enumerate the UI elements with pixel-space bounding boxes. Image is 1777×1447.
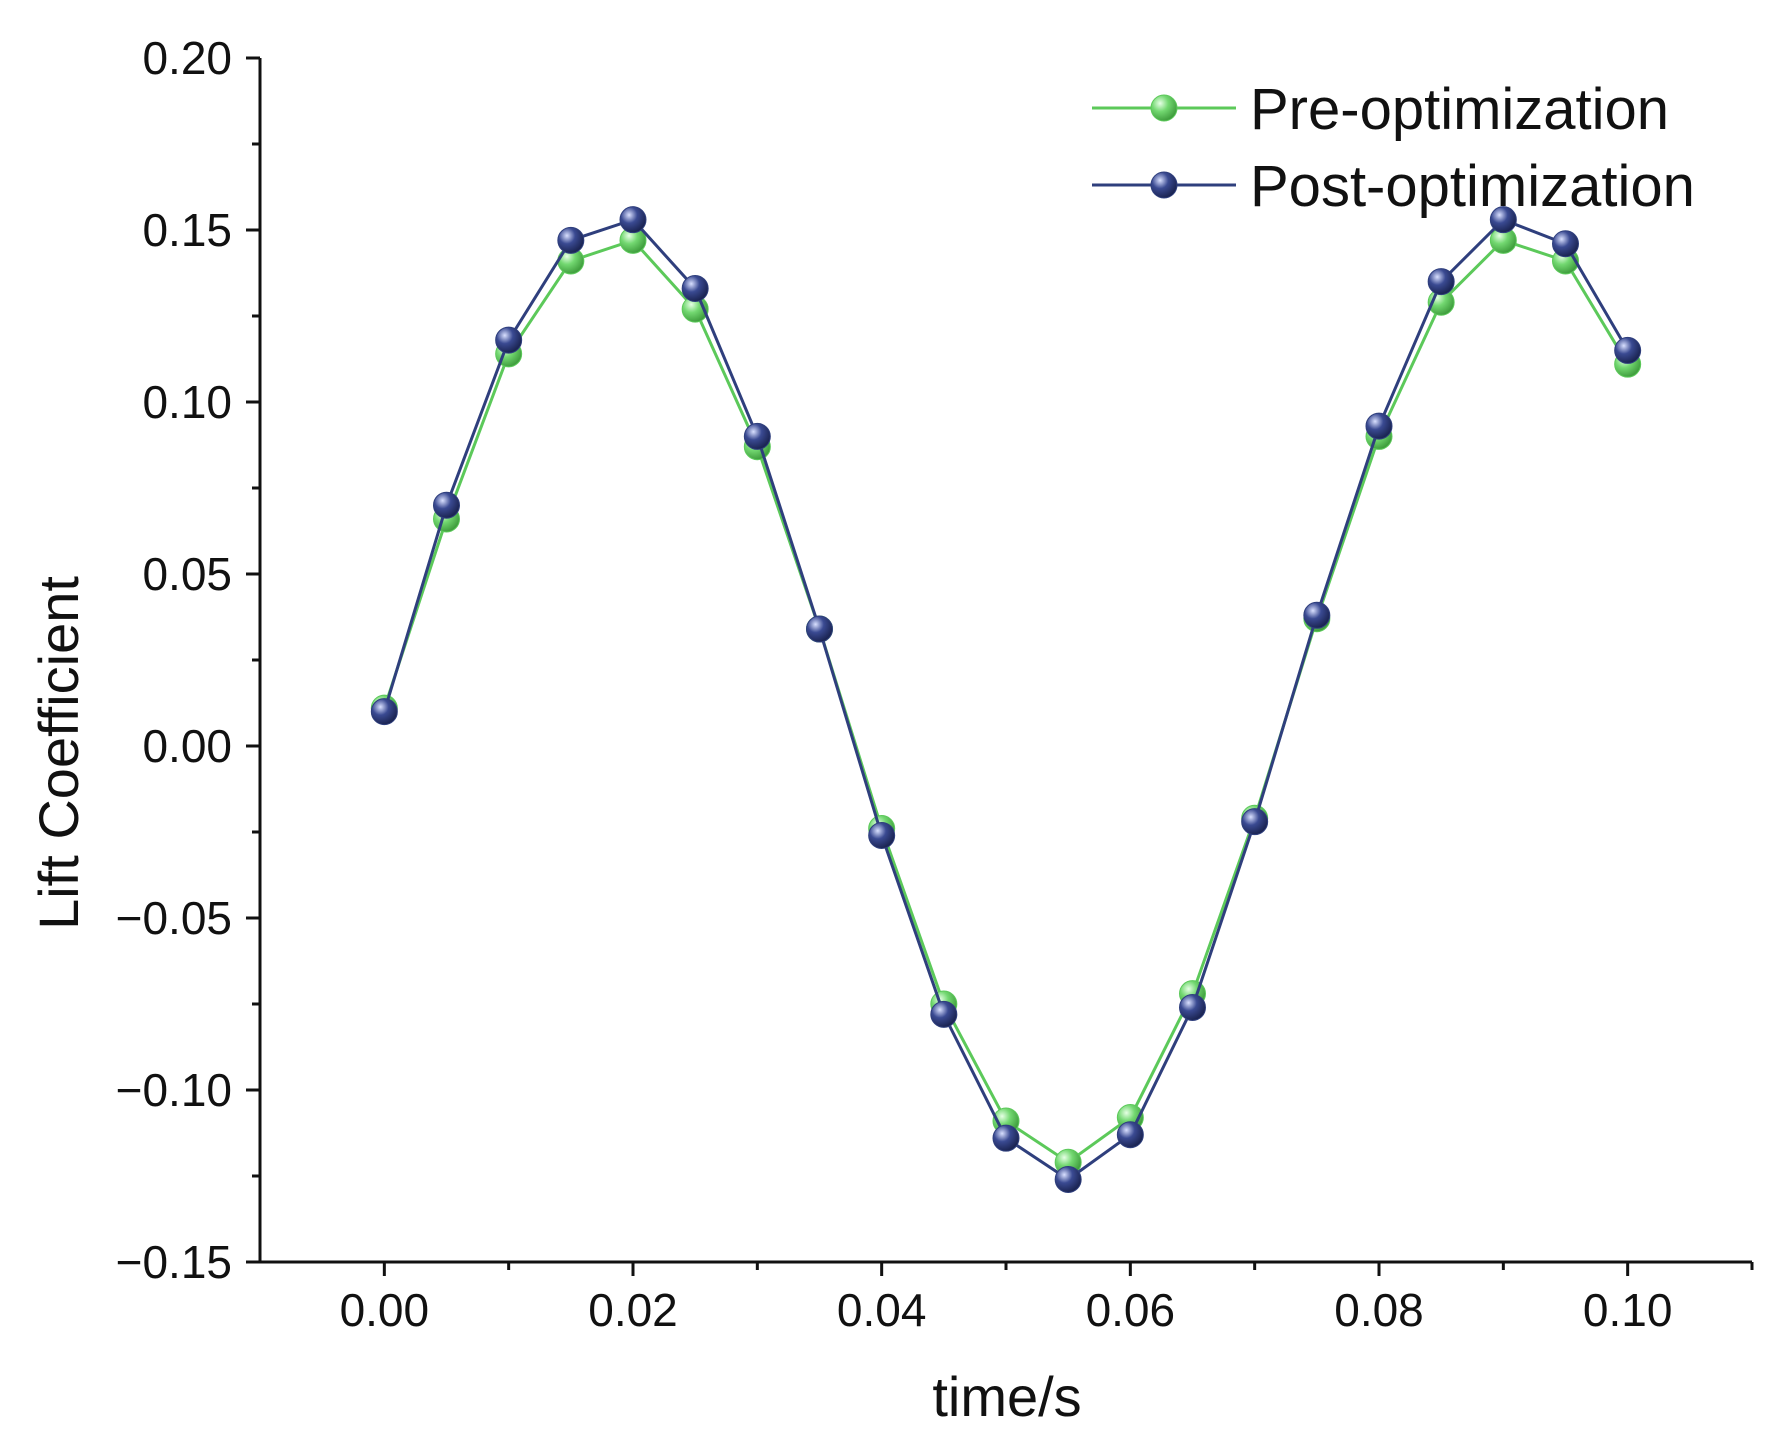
data-point — [1241, 808, 1269, 836]
legend-marker — [1150, 171, 1178, 199]
plot-frame — [258, 58, 1752, 1264]
data-point — [1179, 993, 1206, 1021]
x-tick-label: 0.02 — [588, 1284, 678, 1336]
data-point — [495, 326, 523, 354]
x-tick-label: 0.08 — [1334, 1284, 1424, 1336]
x-axis-title: time/s — [932, 1365, 1081, 1428]
y-tick-label: 0.15 — [142, 204, 232, 256]
series-layer — [370, 206, 1642, 1193]
series-pre-optimization — [370, 226, 1642, 1176]
x-tick-label: 0.10 — [1583, 1284, 1673, 1336]
data-point — [806, 615, 833, 643]
y-tick-label: 0.00 — [142, 720, 232, 772]
data-point — [1427, 268, 1455, 296]
series-line — [382, 217, 1629, 1182]
data-point — [1614, 336, 1642, 364]
legend: Pre-optimization Post-optimization — [1092, 77, 1695, 219]
legend-item: Pre-optimization — [1092, 77, 1669, 142]
legend-marker — [1150, 94, 1178, 122]
series-post-optimization — [370, 206, 1642, 1193]
data-point — [619, 206, 647, 234]
y-tick-label: 0.05 — [142, 548, 232, 600]
data-point — [557, 226, 585, 254]
data-point — [370, 698, 398, 726]
y-axis-ticks: 0.20 0.15 0.10 0.05 0.00 −0.05 −0.10 −0.15 — [116, 32, 260, 1288]
y-tick-label: 0.10 — [142, 376, 232, 428]
data-point — [1365, 412, 1393, 440]
data-point — [1054, 1165, 1082, 1193]
data-point — [681, 274, 709, 302]
x-tick-label: 0.04 — [837, 1284, 927, 1336]
data-point — [1303, 601, 1331, 629]
data-point — [930, 1000, 958, 1028]
y-tick-label: −0.15 — [116, 1236, 232, 1288]
data-point — [743, 422, 771, 450]
series-line — [382, 238, 1629, 1165]
y-tick-label: −0.05 — [116, 892, 232, 944]
legend-label: Post-optimization — [1250, 154, 1695, 219]
data-point — [1489, 206, 1517, 234]
legend-label: Pre-optimization — [1250, 77, 1669, 142]
x-tick-label: 0.06 — [1086, 1284, 1176, 1336]
x-tick-label: 0.00 — [340, 1284, 430, 1336]
data-point — [992, 1124, 1020, 1152]
data-point — [1552, 230, 1579, 258]
data-point — [1116, 1121, 1144, 1149]
x-axis-ticks: 0.00 0.02 0.04 0.06 0.08 0.10 — [340, 1262, 1754, 1336]
y-axis-title: Lift Coefficient — [27, 576, 90, 930]
y-tick-label: 0.20 — [142, 32, 232, 84]
legend-item: Post-optimization — [1092, 154, 1695, 219]
y-tick-label: −0.10 — [116, 1064, 232, 1116]
data-point — [868, 821, 896, 849]
data-point — [433, 491, 460, 519]
